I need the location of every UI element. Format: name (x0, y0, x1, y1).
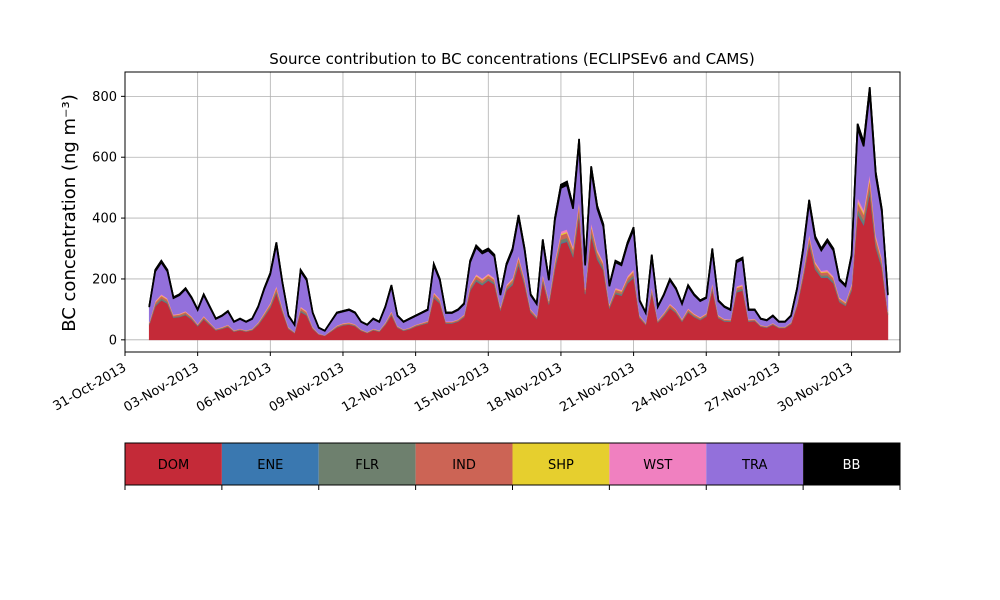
x-tick-label: 18-Nov-2013 (485, 360, 565, 415)
chart-title: Source contribution to BC concentrations… (269, 50, 754, 68)
x-tick-label: 30-Nov-2013 (775, 360, 855, 415)
y-tick-label: 400 (92, 212, 117, 227)
legend-swatch-tra (706, 443, 804, 485)
legend-swatch-bb (803, 443, 900, 485)
legend-swatch-dom (125, 443, 222, 485)
legend-swatch-ind (415, 443, 513, 485)
x-tick-label: 12-Nov-2013 (339, 360, 419, 415)
legend-swatch-shp (512, 443, 610, 485)
legend-label-bb: BB (843, 458, 861, 473)
legend-swatch-wst (609, 443, 707, 485)
legend-swatch-flr (318, 443, 416, 485)
x-tick-label: 21-Nov-2013 (557, 360, 637, 415)
x-tick-label: 31-Oct-2013 (51, 360, 129, 414)
x-tick-label: 15-Nov-2013 (412, 360, 492, 415)
total-line (148, 87, 889, 332)
plot-area (148, 87, 889, 341)
legend-label-shp: SHP (548, 458, 574, 473)
y-tick-label: 600 (92, 151, 117, 166)
x-tick-label: 03-Nov-2013 (121, 360, 201, 415)
y-tick-label: 200 (92, 272, 117, 287)
legend-label-ene: ENE (257, 458, 283, 473)
legend-label-wst: WST (643, 458, 672, 473)
plot-frame (124, 71, 901, 353)
legend-label-flr: FLR (355, 458, 379, 473)
axes: 0 200 400 600 800 31-Oct-201303-Nov-201306-No… (51, 71, 901, 415)
x-tick-label: 24-Nov-2013 (630, 360, 710, 415)
y-tick-label: 0 (109, 333, 117, 348)
legend: DOM ENE FLR IND SHP WST TRA BB (124, 442, 901, 490)
y-axis-label: BC concentration (ng m⁻³) (59, 94, 80, 332)
legend-swatch-ene (221, 443, 319, 485)
y-tick-label: 800 (92, 90, 117, 105)
legend-label-dom: DOM (158, 458, 189, 473)
legend-label-ind: IND (452, 458, 476, 473)
x-tick-label: 27-Nov-2013 (703, 360, 783, 415)
x-tick-label: 09-Nov-2013 (267, 360, 347, 415)
x-tick-label: 06-Nov-2013 (194, 360, 274, 415)
legend-label-tra: TRA (741, 458, 767, 473)
